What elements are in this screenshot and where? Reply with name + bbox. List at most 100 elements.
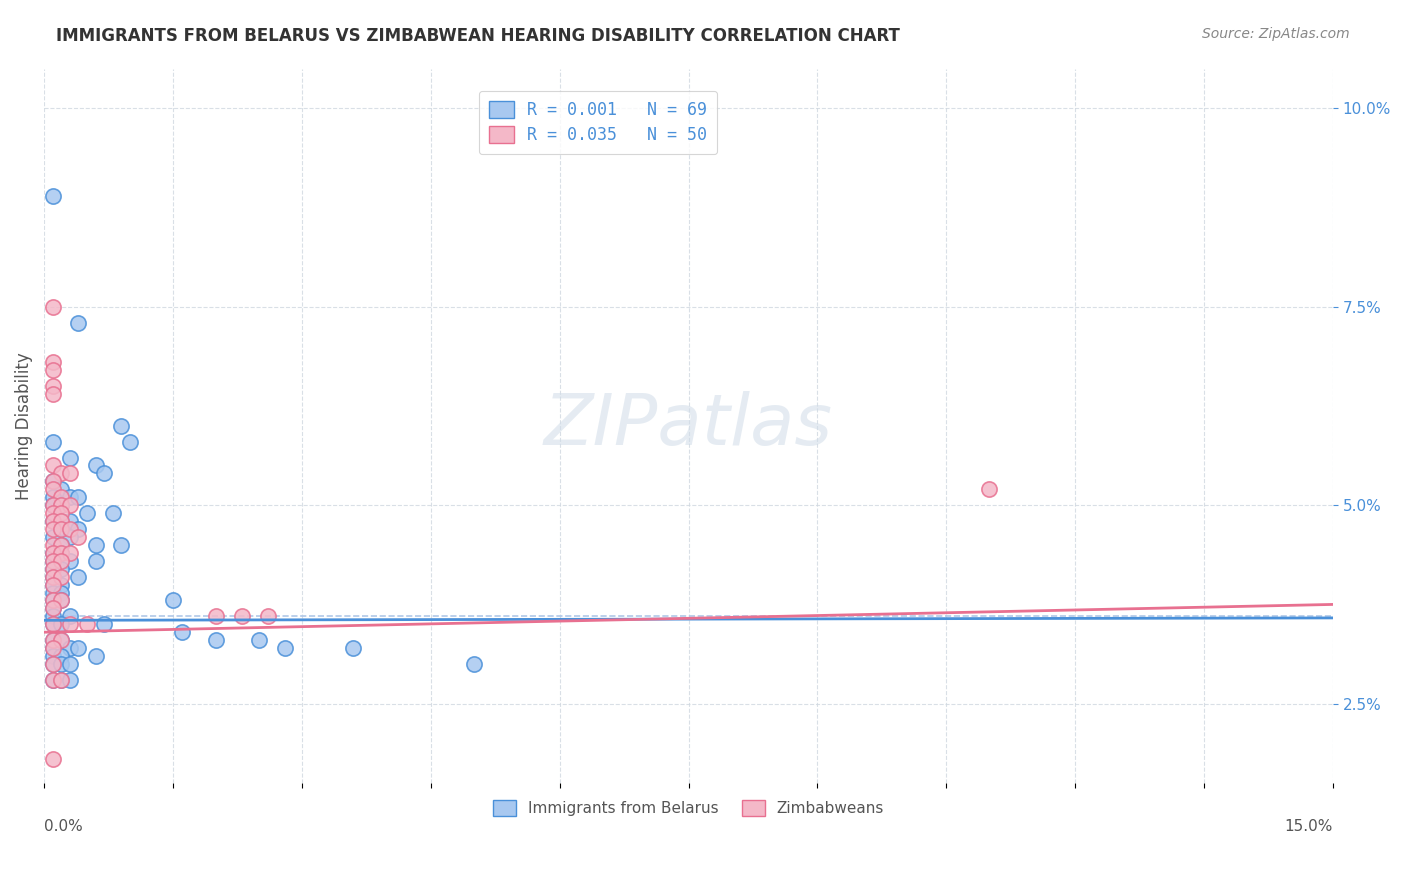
Point (205, 609, 228, 624)
Point (51, 538, 73, 552)
Point (51, 522, 73, 536)
Point (41, 657, 63, 671)
Point (67, 522, 90, 536)
Legend: Immigrants from Belarus, Zimbabweans: Immigrants from Belarus, Zimbabweans (484, 791, 893, 825)
Point (41, 546, 63, 560)
Point (51, 673, 73, 687)
Point (51, 633, 73, 648)
Point (51, 577, 73, 591)
Point (76, 506, 98, 520)
Point (41, 641, 63, 656)
Text: 15.0%: 15.0% (1285, 819, 1333, 834)
Point (41, 498, 63, 512)
Point (67, 316, 90, 330)
Text: ZIPatlas: ZIPatlas (544, 392, 832, 460)
Point (59, 673, 82, 687)
Point (41, 530, 63, 544)
Point (205, 633, 228, 648)
Point (41, 617, 63, 632)
Point (59, 546, 82, 560)
Point (41, 585, 63, 599)
Point (51, 673, 73, 687)
Point (41, 554, 63, 568)
Point (41, 546, 63, 560)
Point (41, 434, 63, 449)
Point (41, 554, 63, 568)
Point (51, 467, 73, 481)
Point (41, 577, 63, 591)
Point (51, 522, 73, 536)
Point (51, 554, 73, 568)
Point (41, 498, 63, 512)
Point (979, 483, 1001, 497)
Point (41, 569, 63, 583)
Point (41, 577, 63, 591)
Point (273, 641, 295, 656)
Point (51, 490, 73, 504)
Point (41, 379, 63, 393)
Point (93, 467, 115, 481)
Point (41, 657, 63, 671)
Point (59, 641, 82, 656)
Point (41, 538, 63, 552)
Point (51, 617, 73, 632)
Point (84, 648, 107, 663)
Point (41, 601, 63, 615)
Point (41, 648, 63, 663)
Point (41, 355, 63, 369)
Point (110, 538, 132, 552)
Point (51, 593, 73, 607)
Point (51, 648, 73, 663)
Y-axis label: Hearing Disability: Hearing Disability (15, 352, 32, 500)
Point (59, 467, 82, 481)
Point (41, 483, 63, 497)
Point (59, 490, 82, 504)
Point (463, 657, 485, 671)
Point (67, 530, 90, 544)
Point (51, 546, 73, 560)
Point (41, 617, 63, 632)
Point (231, 609, 253, 624)
Point (51, 538, 73, 552)
Point (51, 562, 73, 576)
Point (41, 458, 63, 473)
Point (41, 593, 63, 607)
Point (51, 498, 73, 512)
Point (110, 418, 132, 433)
Point (84, 538, 107, 552)
Point (41, 673, 63, 687)
Point (51, 483, 73, 497)
Text: IMMIGRANTS FROM BELARUS VS ZIMBABWEAN HEARING DISABILITY CORRELATION CHART: IMMIGRANTS FROM BELARUS VS ZIMBABWEAN HE… (56, 27, 900, 45)
Point (67, 641, 90, 656)
Point (41, 593, 63, 607)
Point (41, 387, 63, 401)
Point (76, 617, 98, 632)
Point (51, 514, 73, 528)
Point (51, 506, 73, 520)
Point (41, 514, 63, 528)
Point (59, 554, 82, 568)
Point (41, 752, 63, 766)
Point (41, 363, 63, 377)
Point (41, 522, 63, 536)
Point (41, 475, 63, 489)
Point (256, 609, 278, 624)
Point (51, 593, 73, 607)
Point (51, 546, 73, 560)
Point (59, 617, 82, 632)
Point (51, 585, 73, 599)
Point (51, 633, 73, 648)
Point (41, 633, 63, 648)
Point (41, 475, 63, 489)
Point (41, 562, 63, 576)
Point (51, 569, 73, 583)
Point (51, 657, 73, 671)
Point (41, 490, 63, 504)
Point (59, 498, 82, 512)
Point (59, 522, 82, 536)
Point (41, 633, 63, 648)
Point (41, 300, 63, 314)
Point (59, 657, 82, 671)
Point (162, 593, 184, 607)
Point (118, 434, 141, 449)
